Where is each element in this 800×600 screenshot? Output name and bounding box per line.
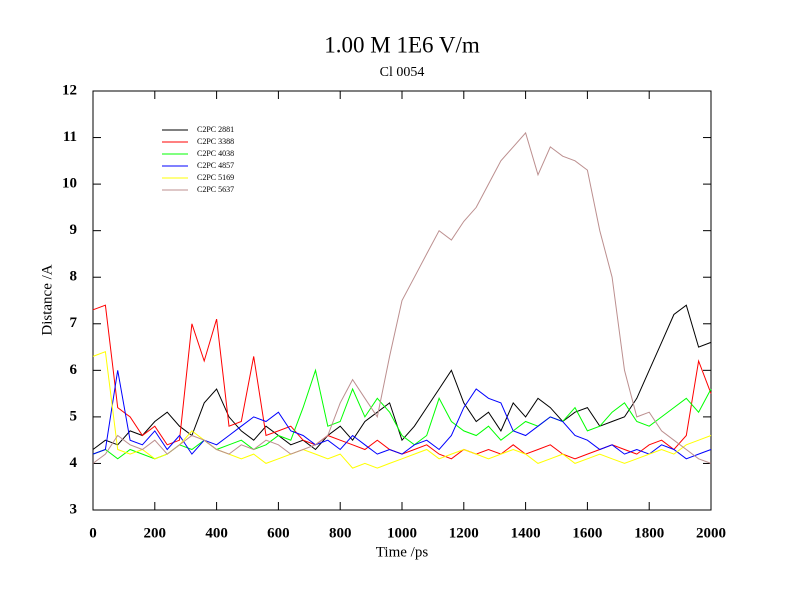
x-tick-label: 400 — [205, 525, 228, 541]
y-tick-label: 5 — [70, 408, 78, 424]
series-line — [92, 304, 712, 451]
y-axis-label: Distance /A — [39, 264, 55, 335]
y-tick-label: 3 — [70, 501, 78, 517]
series-line — [92, 368, 712, 460]
legend-label: C2PC 2881 — [197, 125, 234, 134]
y-tick-label: 10 — [62, 176, 77, 192]
x-tick-label: 1600 — [572, 525, 602, 541]
chart-subtitle: Cl 0054 — [380, 65, 425, 80]
x-axis-label: Time /ps — [376, 544, 429, 560]
series-line — [92, 370, 712, 460]
x-tick-label: 1800 — [634, 525, 664, 541]
legend-label: C2PC 4857 — [197, 161, 234, 170]
x-tick-label: 600 — [267, 525, 290, 541]
x-tick-label: 200 — [144, 525, 167, 541]
series-line — [92, 351, 712, 469]
chart-title: 1.00 M 1E6 V/m — [324, 32, 480, 57]
legend-label: C2PC 4038 — [197, 149, 234, 158]
y-tick-label: 11 — [63, 129, 77, 145]
y-tick-label: 6 — [70, 362, 78, 378]
legend-label: C2PC 5637 — [197, 185, 234, 194]
y-tick-label: 8 — [70, 269, 78, 285]
x-tick-label: 1000 — [387, 525, 417, 541]
x-tick-label: 2000 — [696, 525, 726, 541]
y-tick-label: 9 — [70, 222, 78, 238]
x-tick-label: 0 — [89, 525, 97, 541]
x-tick-label: 1200 — [449, 525, 479, 541]
x-tick-label: 1400 — [511, 525, 541, 541]
legend-label: C2PC 3388 — [197, 137, 234, 146]
y-tick-label: 7 — [70, 315, 78, 331]
series-line — [92, 131, 712, 464]
x-tick-label: 800 — [329, 525, 352, 541]
y-tick-label: 4 — [70, 455, 78, 471]
legend-label: C2PC 5169 — [197, 173, 234, 182]
y-tick-label: 12 — [62, 82, 77, 98]
